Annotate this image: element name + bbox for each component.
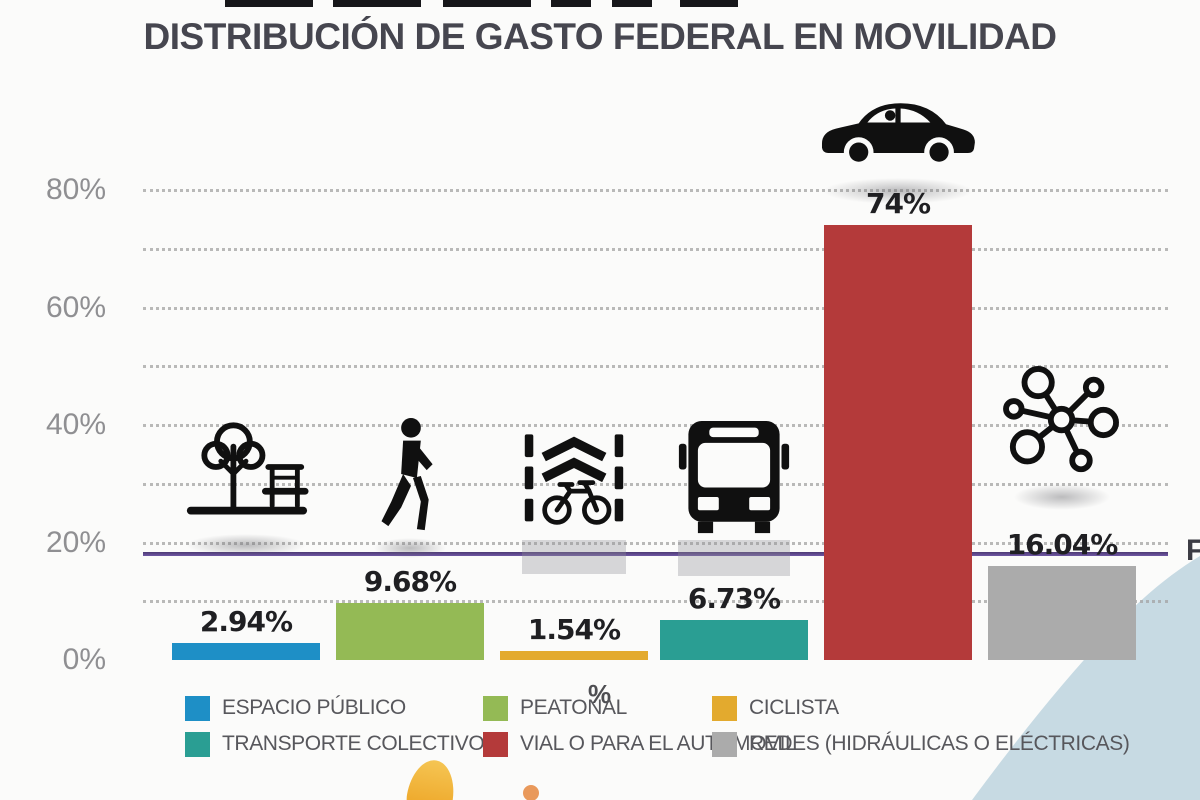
legend-swatch-vial-o-para-el-automovil: [483, 731, 508, 757]
orange-dot-decoration: [523, 785, 539, 800]
legend-item-peatonal: PEATONAL: [483, 695, 627, 721]
bar-ciclista: [500, 650, 648, 660]
car-icon: [815, 82, 981, 174]
bar-vial-o-para-el-automovil: [824, 225, 972, 660]
value-label-ciclista: 1.54%: [527, 612, 621, 646]
legend-item-transporte-colectivo: TRANSPORTE COLECTIVO: [185, 731, 485, 757]
bar-espacio-publico: [172, 642, 320, 660]
legend-swatch-transporte-colectivo: [185, 731, 210, 757]
park-icon: [183, 412, 309, 530]
gridline-50pct: [143, 365, 1168, 369]
bar-redes-hidraulicas-o-electricas: [988, 565, 1136, 660]
icon-shadow-vial-o-para-el-automovil: [823, 178, 973, 204]
bar-transporte-colectivo: [660, 620, 808, 660]
legend-label-espacio-publico: ESPACIO PÚBLICO: [222, 696, 406, 719]
icon-shadow-transporte-colectivo: [678, 540, 790, 576]
legend-item-espacio-publico: ESPACIO PÚBLICO: [185, 695, 406, 721]
icon-shadow-espacio-publico: [186, 534, 306, 556]
gridline-30pct: [143, 482, 1168, 486]
value-label-vial-o-para-el-automovil: 74%: [865, 187, 931, 221]
bus-icon: [677, 413, 791, 535]
icon-shadow-ciclista: [522, 540, 626, 574]
legend-swatch-peatonal: [483, 695, 508, 721]
gridline-10pct: [143, 600, 1168, 604]
icon-shadow-redes-hidraulicas-o-electricas: [1014, 484, 1110, 510]
value-label-redes-hidraulicas-o-electricas: 16.04%: [1006, 527, 1119, 561]
gridline-70pct: [143, 247, 1168, 251]
reference-line-partial-label: F: [1186, 534, 1200, 567]
top-cutoff-text-fragment: [551, 0, 591, 7]
top-cutoff-text-fragment: [612, 0, 652, 7]
icon-shadow-peatonal: [374, 538, 446, 558]
y-axis-tick-60: 60%: [45, 290, 106, 324]
legend-label-ciclista: CICLISTA: [749, 696, 839, 719]
y-axis-tick-0: 0%: [62, 643, 106, 676]
top-cutoff-text-fragment: [680, 0, 738, 7]
top-cutoff-text-fragment: [225, 0, 313, 7]
top-cutoff-text-fragment: [333, 0, 421, 7]
y-axis-tick-20: 20%: [45, 525, 106, 559]
network-icon: [1000, 366, 1124, 478]
gridline-80pct: [143, 189, 1168, 192]
legend-label-transporte-colectivo: TRANSPORTE COLECTIVO: [222, 732, 485, 755]
reference-line: [143, 552, 1168, 557]
value-label-transporte-colectivo: 6.73%: [687, 582, 781, 616]
legend-swatch-espacio-publico: [185, 695, 210, 721]
value-label-peatonal: 9.68%: [363, 565, 457, 599]
legend-swatch-redes-hidraulicas-o-electricas: [712, 731, 737, 757]
value-label-espacio-publico: 2.94%: [199, 604, 293, 638]
legend-label-redes-hidraulicas-o-electricas: REDES (HIDRÁULICAS O ELÉCTRICAS): [749, 732, 1130, 755]
bar-peatonal: [336, 603, 484, 660]
bike-lane-icon: [521, 431, 627, 529]
pedestrian-icon: [374, 417, 446, 535]
y-axis-tick-40: 40%: [45, 408, 106, 441]
gridline-20pct: [143, 541, 1168, 545]
gridline-60pct: [143, 306, 1168, 310]
chart-title: DISTRIBUCIÓN DE GASTO FEDERAL EN MOVILID…: [143, 16, 1057, 57]
yellow-blob-decoration: [402, 756, 460, 800]
legend-item-ciclista: CICLISTA: [712, 695, 839, 721]
gridline-40pct: [143, 424, 1168, 427]
legend-item-redes-hidraulicas-o-electricas: REDES (HIDRÁULICAS O ELÉCTRICAS): [712, 731, 1130, 757]
legend-swatch-ciclista: [712, 695, 737, 721]
y-axis-unit-label: %: [588, 679, 612, 709]
top-cutoff-text-fragment: [443, 0, 531, 7]
legend-label-peatonal: PEATONAL: [520, 696, 627, 719]
y-axis-tick-80: 80%: [45, 173, 106, 206]
